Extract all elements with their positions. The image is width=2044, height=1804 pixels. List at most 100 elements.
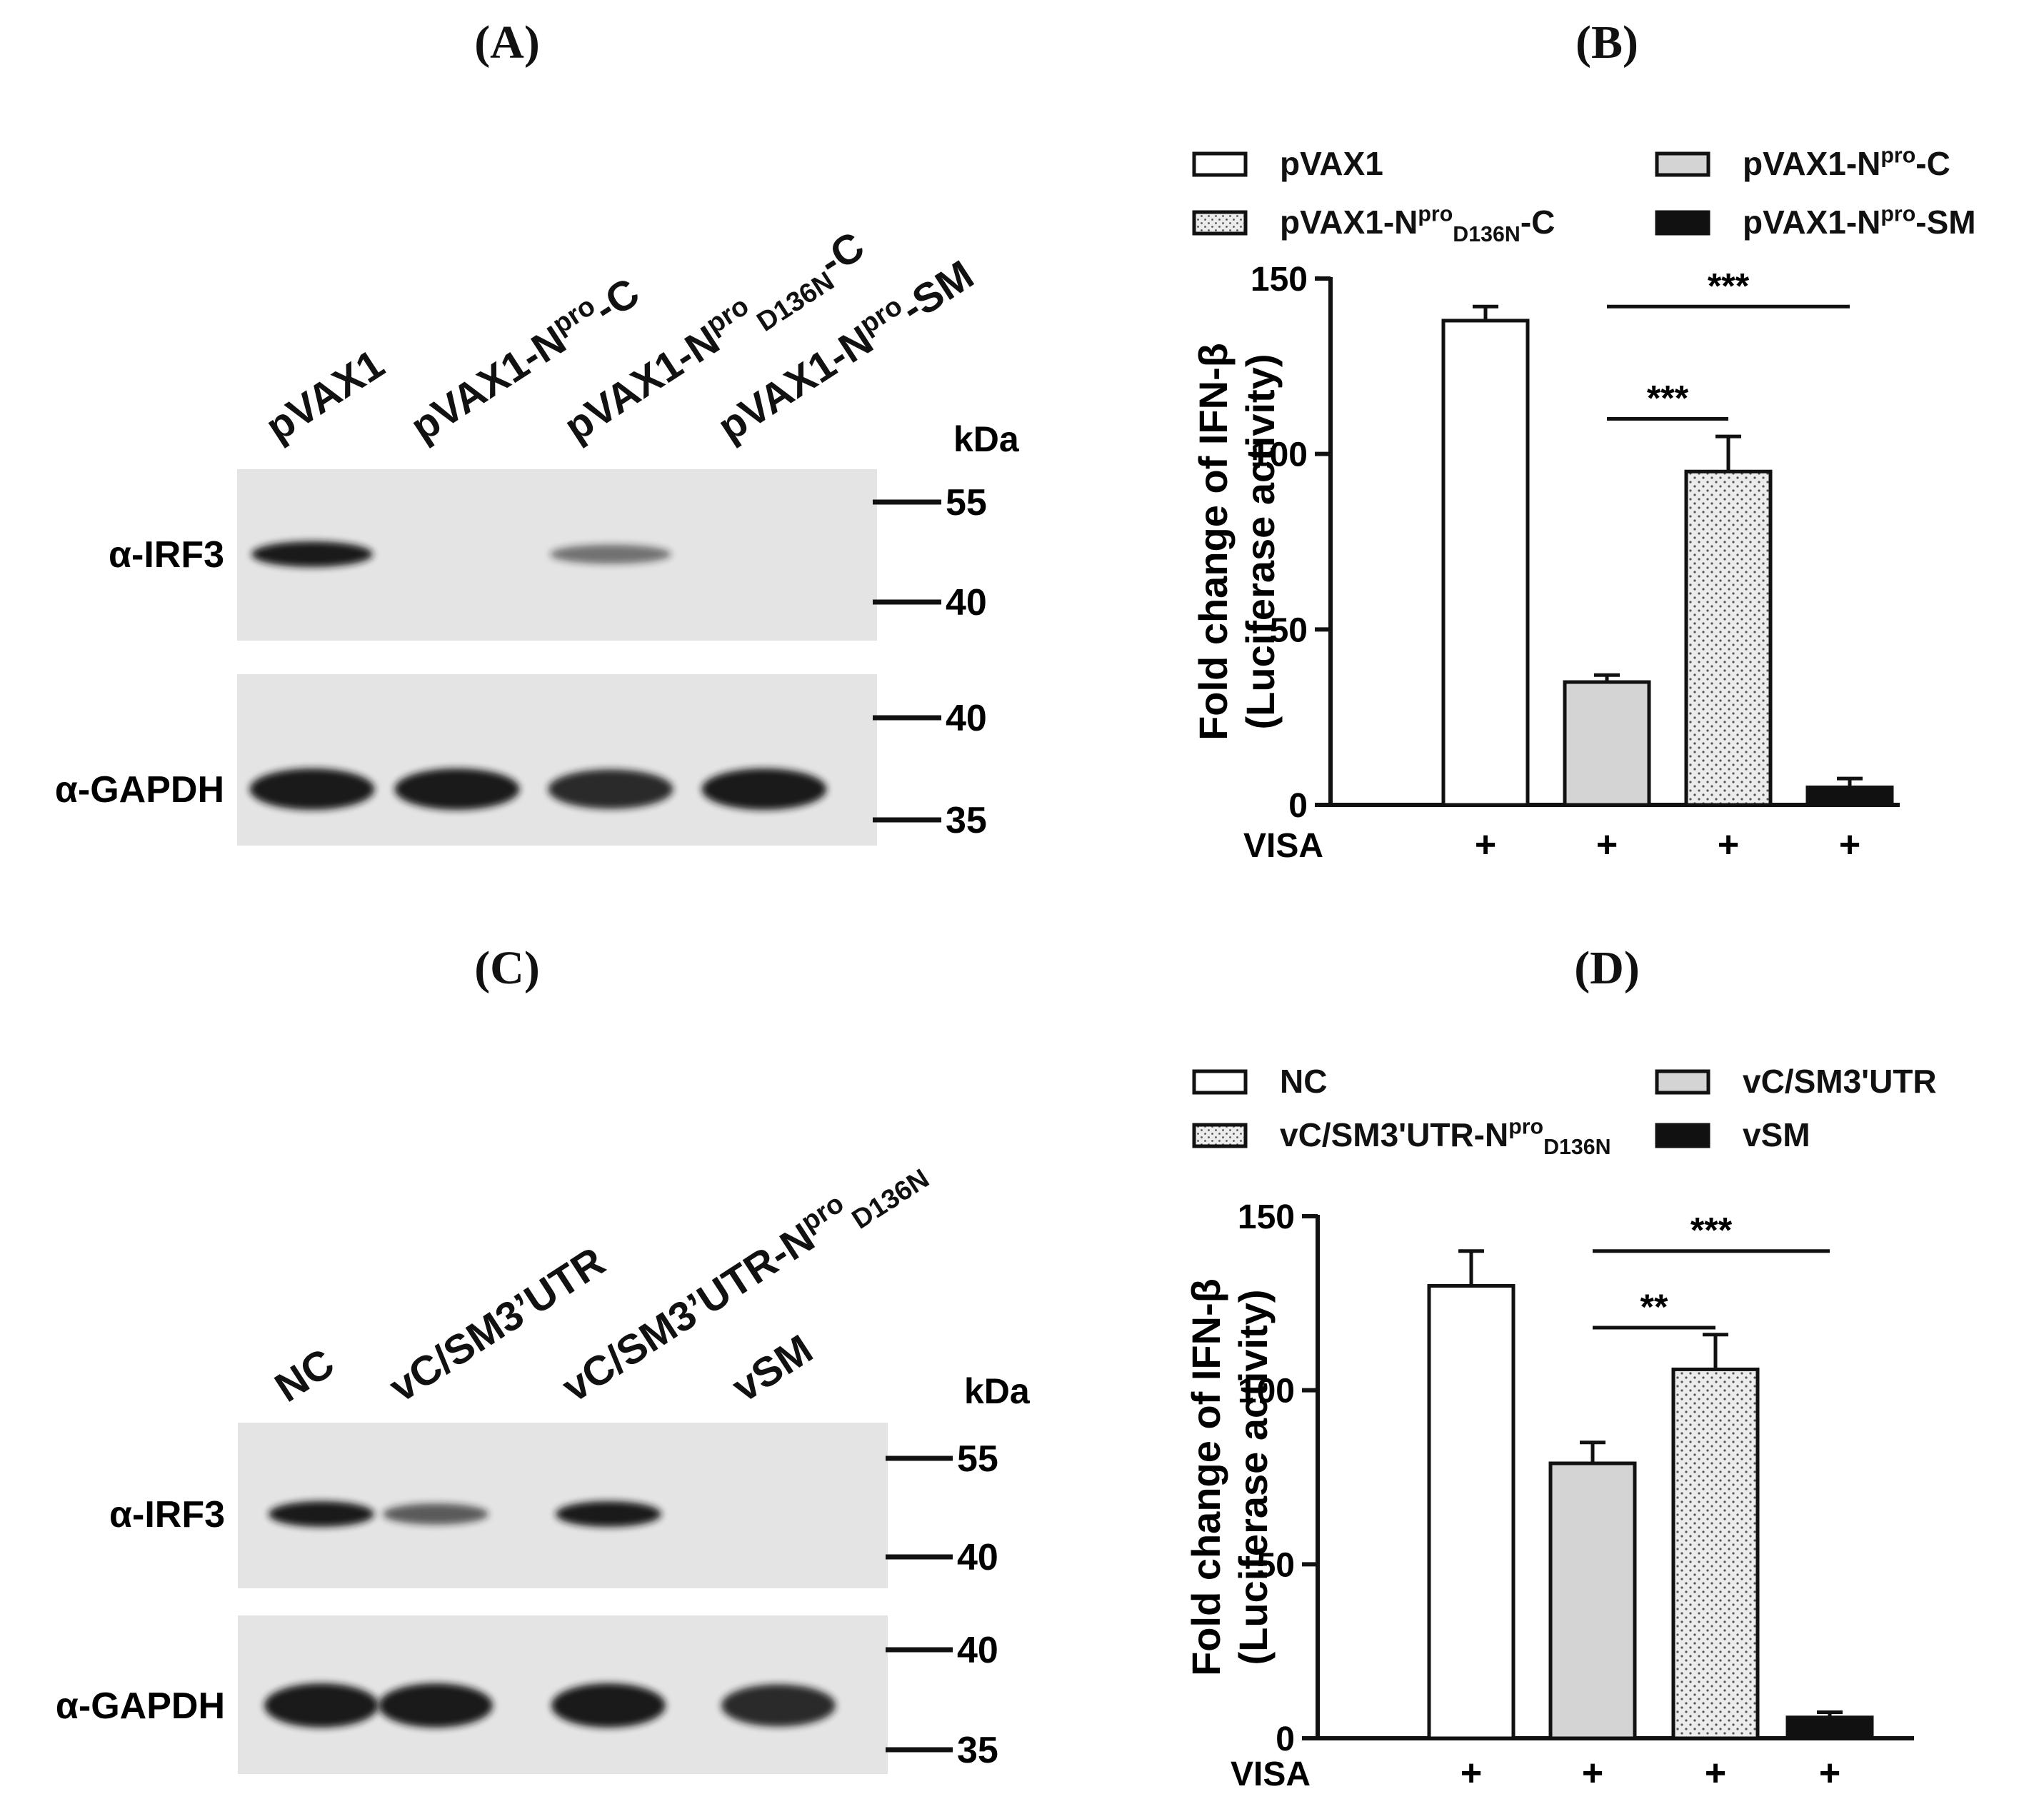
panel-letter-a: (A) [474,16,540,69]
chart-b-y-tick-label-1: 50 [1270,611,1308,649]
chart-d-y-tick-label-2: 100 [1238,1373,1295,1410]
lane-label-c-3: vSM [724,1326,821,1410]
blot-band-a-blot2-0 [249,768,375,810]
chart-d-y-label: Fold change of IFN-β [1183,1278,1228,1676]
chart-b-sig-text-1: *** [1708,266,1750,306]
chart-d-legend-label-0: NC [1280,1063,1327,1100]
blot-band-a-blot2-1 [394,768,520,810]
lane-label-a-3-post: -SM [893,251,982,331]
chart-b-legend-label-0-main: pVAX1 [1280,145,1383,182]
chart-d-row-mark-0: + [1461,1753,1482,1794]
chart-d-legend-label-2: vC/SM3'UTR-NproD136N [1280,1116,1611,1160]
chart-d-row-mark-2: + [1705,1753,1726,1794]
chart-d-y-tick-label-3: 150 [1238,1198,1295,1236]
blot-band-c-blot2-0 [264,1683,379,1728]
marker-label-a-blot2-0: 40 [946,698,987,739]
lane-label-a-1-main: pVAX1-N [403,317,574,451]
chart-d-legend-label-1-main: vC/SM3'UTR [1743,1063,1937,1100]
marker-label-a-blot1-0: 55 [946,482,987,523]
chart-b-legend-label-1: pVAX1-Npro-C [1743,144,1950,182]
chart-b-legend-label-2-post: -C [1521,204,1555,241]
chart-b-row-mark-1: + [1596,824,1618,866]
chart-d-legend-swatch-0 [1192,1069,1248,1095]
chart-d-y-tick-label-0: 0 [1276,1720,1295,1758]
blot-label-a-blot2: α-GAPDH [55,769,224,811]
lane-label-c-0-main: NC [267,1340,343,1411]
chart-b-legend-label-2-main: pVAX1-N [1280,204,1418,241]
chart-d-row-mark-3: + [1819,1753,1840,1794]
lane-label-a-3-main: pVAX1-N [710,317,881,451]
chart-d-legend-swatch-2 [1192,1123,1248,1148]
chart-d-legend-label-3: vSM [1743,1116,1810,1153]
chart-d-legend-label-2-main: vC/SM3'UTR-N [1280,1116,1508,1153]
chart-b-sig-text-0: *** [1647,379,1689,419]
chart-d-sig-text-0: ** [1640,1287,1668,1327]
chart-d-sig-text-1: *** [1690,1211,1733,1251]
chart-d-y-tick-label-1: 50 [1257,1546,1295,1584]
blot-band-c-blot1-2 [556,1501,661,1527]
marker-label-a-blot1-1: 40 [946,582,987,623]
chart-d-legend-swatch-3 [1655,1123,1710,1148]
panel-letter-d: (D) [1574,942,1640,994]
chart-b-legend-label-1-post: -C [1915,145,1950,182]
blot-band-c-blot2-3 [721,1684,836,1727]
chart-b-y-tick-label-0: 0 [1288,787,1308,825]
lane-label-a-1-post: -C [586,269,648,332]
chart-b-y-label-2: (Luciferase activity) [1238,354,1283,730]
chart-b-bar-0 [1441,319,1530,807]
marker-label-c-blot1-0: 55 [957,1438,998,1480]
blot-band-a-blot1-0 [251,541,373,567]
lane-label-a-2-sub: D136N [751,266,839,338]
chart-d-legend-label-2-sup: pro [1508,1116,1543,1139]
chart-d-legend-label-3-main: vSM [1743,1116,1810,1153]
lane-label-c-0: NC [267,1340,343,1411]
marker-label-c-blot2-1: 35 [957,1730,998,1771]
chart-b-row-mark-3: + [1839,824,1860,866]
blot-band-a-blot1-2 [550,544,671,564]
chart-b-row-mark-0: + [1475,824,1496,866]
chart-b-row-label: VISA [1243,827,1323,865]
chart-b-y-tick-label-3: 150 [1251,261,1308,299]
chart-b-legend-label-2: pVAX1-NproD136N-C [1280,203,1555,247]
blot-band-c-blot2-2 [551,1683,666,1728]
panel-letter-b: (B) [1575,16,1638,69]
chart-b-legend-label-2-sub: D136N [1453,223,1521,246]
chart-d-legend-label-2-sub: D136N [1543,1136,1611,1159]
chart-b-legend-label-2-sup: pro [1418,203,1453,226]
chart-b-legend-label-3-post: -SM [1915,204,1975,241]
chart-d-row-mark-1: + [1582,1753,1603,1794]
chart-b-bar-1 [1563,680,1651,807]
chart-b-legend-swatch-2 [1192,210,1248,236]
chart-d-bar-3 [1785,1715,1874,1740]
blot-band-c-blot2-1 [379,1683,493,1728]
kda-label-c: kDa [964,1371,1031,1411]
blot-label-c-blot1: α-IRF3 [109,1494,225,1535]
blot-band-c-blot1-0 [269,1501,374,1527]
lane-label-a-2-main: pVAX1-N [556,317,728,451]
marker-label-c-blot1-1: 40 [957,1537,998,1578]
chart-d-bar-1 [1548,1461,1637,1740]
chart-b-bar-2 [1684,469,1773,807]
chart-b-bar-3 [1805,785,1894,807]
chart-d-y-label-2: (Luciferase activity) [1231,1290,1276,1665]
panel-letter-c: (C) [474,942,540,994]
blot-label-a-blot1: α-IRF3 [109,534,224,576]
chart-b-y-label: Fold change of IFN-β [1191,343,1236,741]
chart-b-legend-label-1-sup: pro [1880,144,1915,168]
chart-b-legend-label-3: pVAX1-Npro-SM [1743,203,1976,241]
blot-band-c-blot1-1 [383,1503,489,1525]
blot-membrane-a-blot2 [237,674,877,846]
chart-b-legend-label-0: pVAX1 [1280,145,1383,182]
chart-b-row-mark-2: + [1718,824,1739,866]
chart-d-row-label: VISA [1231,1755,1311,1793]
lane-label-a-0: pVAX1 [258,341,393,451]
chart-b-legend-swatch-1 [1655,151,1710,177]
chart-d-bar-0 [1427,1283,1516,1740]
chart-b-legend-swatch-3 [1655,210,1710,236]
chart-b-legend-label-1-main: pVAX1-N [1743,145,1880,182]
lane-label-c-2-sub: D136N [846,1163,934,1236]
marker-label-a-blot2-1: 35 [946,800,987,841]
lane-label-a-0-main: pVAX1 [258,341,393,451]
marker-label-c-blot2-0: 40 [957,1630,998,1671]
